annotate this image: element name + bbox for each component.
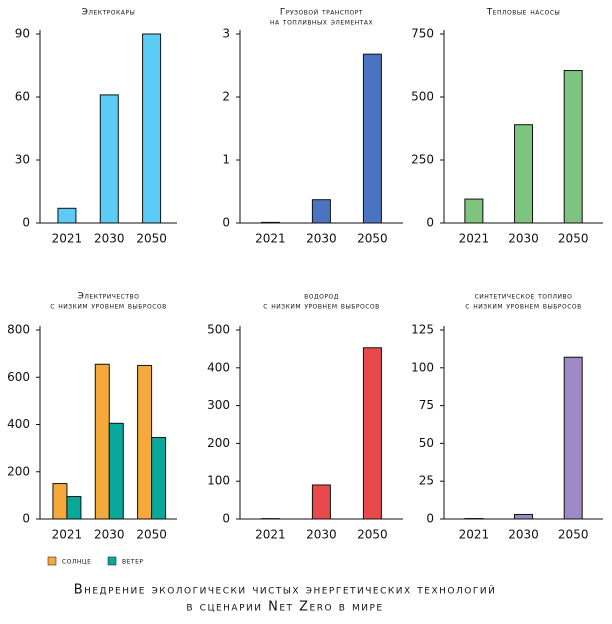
- y-tick-label: 0: [222, 216, 230, 230]
- bar: [311, 199, 331, 224]
- x-tick-label: 2030: [508, 528, 539, 542]
- bar: [66, 496, 82, 520]
- x-tick-label: 2021: [459, 232, 490, 246]
- x-tick-label: 2050: [558, 232, 589, 246]
- bar: [362, 347, 382, 520]
- x-tick-label: 2021: [52, 232, 83, 246]
- x-tick-label: 2030: [94, 232, 125, 246]
- y-tick-label: 200: [207, 436, 230, 450]
- y-tick-label: 250: [411, 153, 434, 167]
- y-tick-label: 0: [22, 216, 30, 230]
- y-tick-label: 125: [411, 323, 434, 337]
- chart-title: синтетическое топливо: [475, 292, 573, 302]
- y-tick-label: 400: [7, 417, 30, 431]
- bar: [52, 483, 68, 520]
- y-tick-label: 90: [15, 27, 30, 41]
- y-tick-label: 750: [411, 27, 434, 41]
- bar: [142, 33, 162, 224]
- x-tick-label: 2050: [136, 528, 167, 542]
- y-tick-label: 0: [222, 512, 230, 526]
- chart-title: Тепловые насосы: [486, 8, 561, 18]
- y-tick-label: 2: [222, 90, 230, 104]
- chart-subtitle: на топливных элементах: [270, 18, 373, 28]
- bar: [108, 422, 124, 520]
- bar: [362, 53, 382, 224]
- chart-title: Грузовой транспорт: [280, 8, 363, 18]
- y-tick-label: 60: [15, 90, 30, 104]
- chart-subtitle: с низким уровнем выбросов: [465, 302, 582, 312]
- y-tick-label: 200: [7, 464, 30, 478]
- bar: [151, 436, 167, 520]
- x-tick-label: 2021: [52, 528, 83, 542]
- x-tick-label: 2050: [136, 232, 167, 246]
- x-tick-label: 2030: [94, 528, 125, 542]
- x-tick-label: 2050: [558, 528, 589, 542]
- y-tick-label: 0: [426, 512, 434, 526]
- bar: [563, 70, 583, 224]
- chart-subtitle: с низким уровнем выбросов: [50, 302, 167, 312]
- y-tick-label: 1: [222, 153, 230, 167]
- legend-swatch: [47, 556, 57, 566]
- bar: [563, 356, 583, 520]
- x-tick-label: 2030: [306, 232, 337, 246]
- caption: Внедрение экологически чистых энергетиче…: [74, 583, 497, 598]
- y-tick-label: 400: [207, 360, 230, 374]
- chart-title: водород: [304, 292, 339, 302]
- legend-label: ветер: [122, 557, 143, 566]
- caption: в сценарии Net Zero в мире: [186, 600, 383, 615]
- y-tick-label: 0: [22, 512, 30, 526]
- x-tick-label: 2050: [357, 232, 388, 246]
- y-tick-label: 100: [207, 474, 230, 488]
- y-tick-label: 25: [419, 474, 434, 488]
- y-tick-label: 30: [15, 153, 30, 167]
- y-tick-label: 50: [419, 436, 434, 450]
- x-tick-label: 2021: [255, 528, 286, 542]
- legend-label: солнце: [62, 557, 91, 566]
- bar: [514, 124, 534, 224]
- legend-swatch: [107, 556, 117, 566]
- y-tick-label: 75: [419, 398, 434, 412]
- x-tick-label: 2050: [357, 528, 388, 542]
- bar: [57, 207, 77, 224]
- bar: [260, 221, 280, 224]
- bar: [137, 364, 153, 520]
- y-tick-label: 500: [411, 90, 434, 104]
- bar: [311, 484, 331, 520]
- x-tick-label: 2021: [459, 528, 490, 542]
- y-tick-label: 100: [411, 360, 434, 374]
- chart-title: Электрокары: [82, 8, 136, 18]
- y-tick-label: 600: [7, 370, 30, 384]
- bar: [514, 513, 534, 520]
- bar: [99, 94, 119, 224]
- bar: [94, 363, 110, 520]
- chart-title: Электричество: [78, 292, 140, 302]
- bar: [464, 198, 484, 224]
- y-tick-label: 3: [222, 27, 230, 41]
- x-tick-label: 2030: [306, 528, 337, 542]
- chart-subtitle: с низким уровнем выбросов: [263, 302, 380, 312]
- y-tick-label: 300: [207, 398, 230, 412]
- y-tick-label: 0: [426, 216, 434, 230]
- y-tick-label: 800: [7, 323, 30, 337]
- x-tick-label: 2021: [255, 232, 286, 246]
- x-tick-label: 2030: [508, 232, 539, 246]
- y-tick-label: 500: [207, 323, 230, 337]
